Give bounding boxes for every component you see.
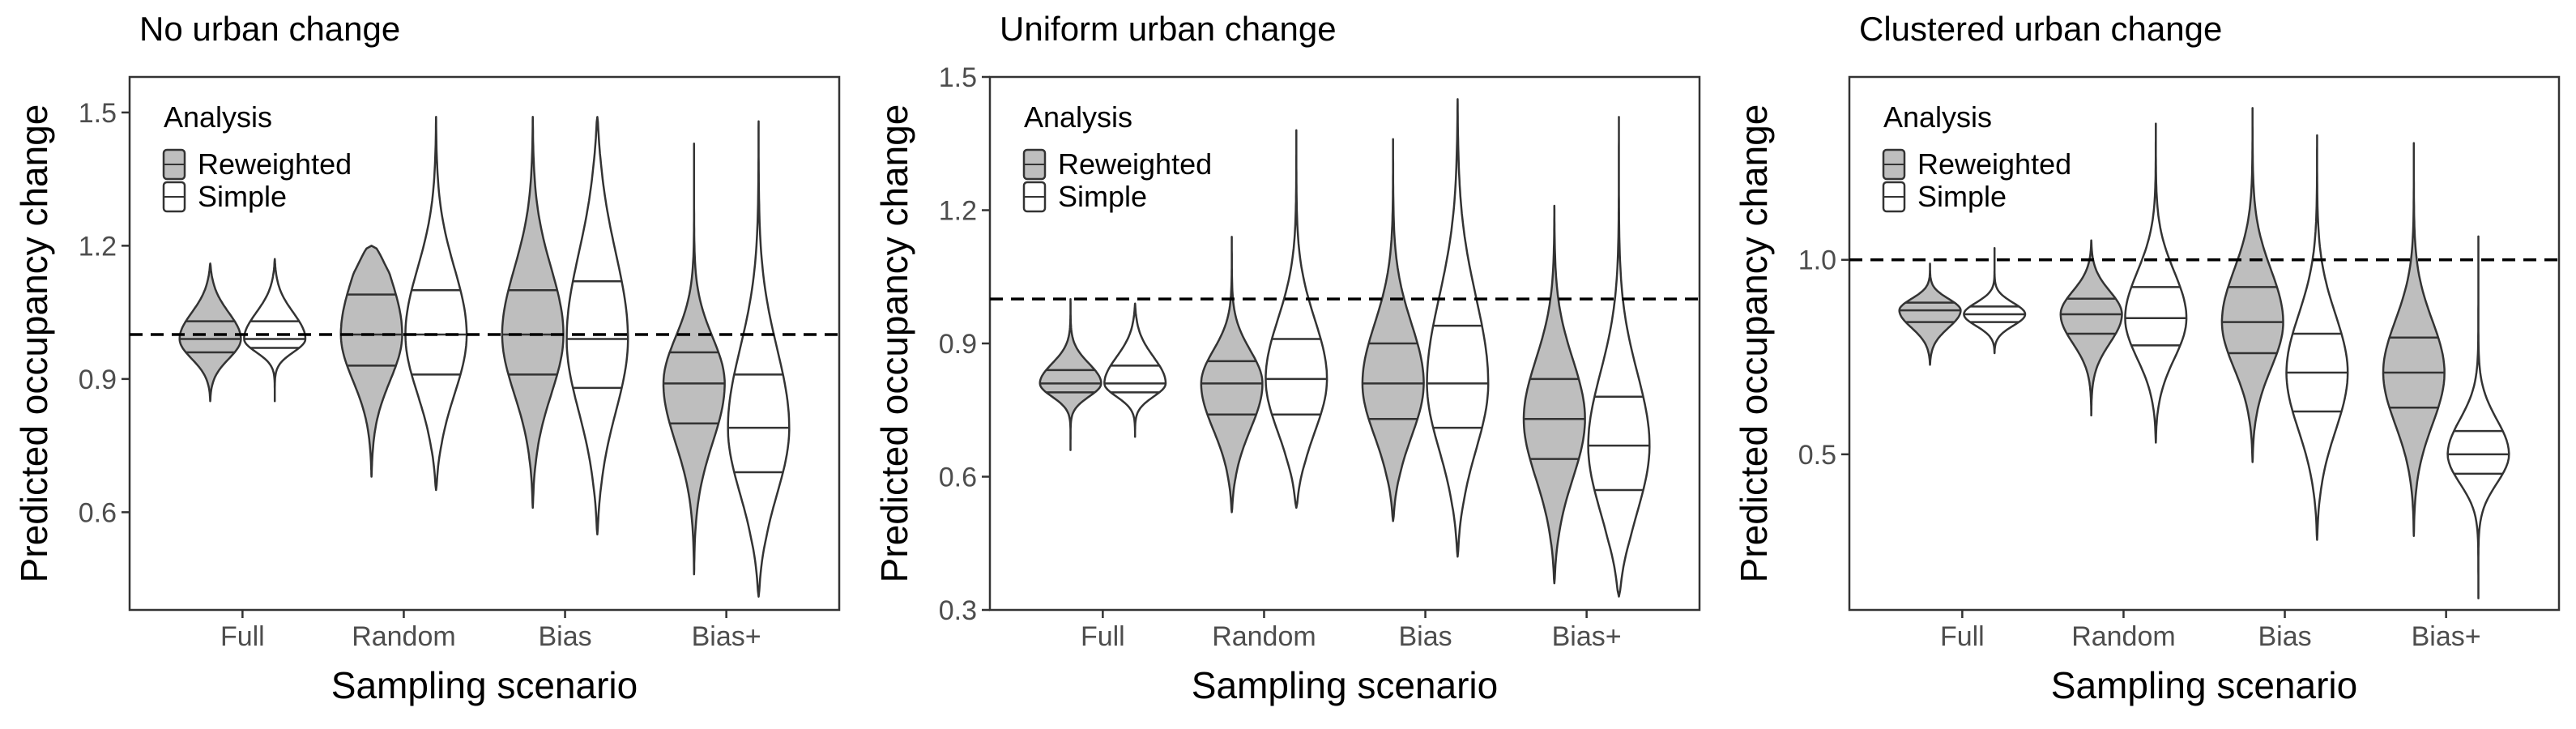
violin-reweighted-full bbox=[1898, 262, 1962, 366]
violin-reweighted-bias bbox=[2220, 107, 2284, 463]
legend-label: Simple bbox=[1058, 180, 1147, 213]
x-tick-label: Full bbox=[1081, 621, 1125, 652]
violin-simple-bias bbox=[1426, 98, 1490, 558]
violin-reweighted-bias bbox=[1361, 138, 1425, 522]
panel-3: Clustered urban change 0.5 1.0 Full Random Bi… bbox=[1733, 10, 2561, 706]
violin-reweighted-full bbox=[1039, 297, 1102, 451]
y-tick-label: 0.5 bbox=[1798, 440, 1836, 471]
violin-simple-random bbox=[2124, 122, 2188, 444]
violin-reweighted-random bbox=[339, 245, 403, 478]
y-tick-label: 1.2 bbox=[939, 196, 977, 227]
x-tick-label: Random bbox=[2071, 621, 2176, 652]
legend-title: Analysis bbox=[164, 100, 272, 134]
x-axis-title: Sampling scenario bbox=[1192, 664, 1498, 706]
legend-label: Simple bbox=[1917, 180, 2007, 213]
plot-area bbox=[988, 75, 1701, 612]
x-tick-label: Bias+ bbox=[692, 621, 761, 652]
violin-simple-bias-plus bbox=[727, 120, 791, 598]
violin-simple-bias-plus bbox=[1587, 116, 1651, 598]
y-tick-label: 1.0 bbox=[1798, 245, 1836, 276]
x-axis-title: Sampling scenario bbox=[2051, 664, 2357, 706]
violin-reweighted-bias-plus bbox=[2382, 142, 2446, 537]
violin-reweighted-random bbox=[1200, 236, 1264, 514]
legend-label: Reweighted bbox=[198, 147, 352, 181]
x-tick-label: Bias bbox=[2258, 621, 2311, 652]
x-tick-label: Random bbox=[352, 621, 456, 652]
y-tick-label: 1.5 bbox=[79, 98, 117, 129]
violin-simple-bias bbox=[565, 116, 629, 536]
x-tick-label: Full bbox=[220, 621, 265, 652]
violin-reweighted-full bbox=[178, 262, 242, 403]
violin-simple-full bbox=[1963, 247, 2027, 355]
panel-2: Uniform urban change 0.3 0.6 0.9 1.2 1.5 Full R… bbox=[873, 10, 1701, 706]
x-tick-label: Random bbox=[1212, 621, 1316, 652]
violin-simple-random bbox=[1265, 129, 1329, 509]
violin-reweighted-bias-plus bbox=[1522, 204, 1586, 585]
y-tick-label: 0.9 bbox=[79, 364, 117, 395]
y-tick-label: 0.9 bbox=[939, 329, 977, 360]
y-tick-label: 0.6 bbox=[79, 497, 117, 528]
x-tick-label: Bias bbox=[1398, 621, 1452, 652]
x-tick-label: Bias bbox=[538, 621, 591, 652]
x-tick-label: Bias+ bbox=[1552, 621, 1622, 652]
violin-reweighted-bias bbox=[501, 116, 565, 509]
y-tick-label: 1.5 bbox=[939, 62, 977, 93]
x-tick-label: Full bbox=[1940, 621, 1985, 652]
violin-reweighted-random bbox=[2059, 239, 2123, 417]
x-tick-label: Bias+ bbox=[2412, 621, 2481, 652]
y-tick-label: 0.6 bbox=[939, 463, 977, 493]
y-tick-label: 0.3 bbox=[939, 595, 977, 626]
x-axis-title: Sampling scenario bbox=[331, 664, 638, 706]
y-axis-title: Predicted occupancy change bbox=[873, 104, 915, 583]
panel-title: Clustered urban change bbox=[1859, 10, 2222, 48]
legend-label: Reweighted bbox=[1058, 147, 1212, 181]
violin-simple-random bbox=[404, 116, 468, 492]
violin-reweighted-bias-plus bbox=[662, 143, 726, 576]
panel-title: Uniform urban change bbox=[1000, 10, 1337, 48]
violin-simple-full bbox=[243, 258, 307, 403]
panel-title: No urban change bbox=[139, 10, 400, 48]
panel-1: No urban change 0.6 0.9 1.2 1.5 Full Random Bia… bbox=[13, 10, 841, 706]
legend-title: Analysis bbox=[1024, 100, 1132, 134]
legend-label: Simple bbox=[198, 180, 287, 213]
y-axis-title: Predicted occupancy change bbox=[1733, 104, 1775, 583]
legend-title: Analysis bbox=[1883, 100, 1992, 134]
violin-simple-bias-plus bbox=[2446, 235, 2510, 599]
legend-label: Reweighted bbox=[1917, 147, 2071, 181]
y-tick-label: 1.2 bbox=[79, 231, 117, 262]
violin-simple-bias bbox=[2285, 134, 2349, 541]
y-axis-title: Predicted occupancy change bbox=[13, 104, 55, 583]
